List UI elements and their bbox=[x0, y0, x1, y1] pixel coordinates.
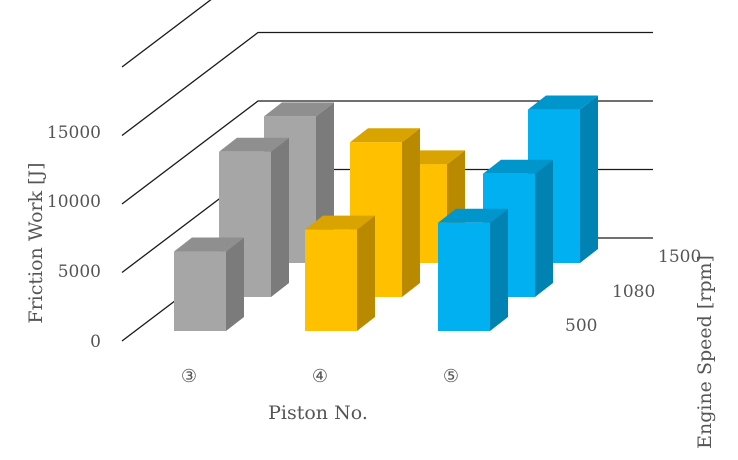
bar-piston-5-500rpm-top bbox=[438, 208, 508, 223]
bar-piston-5-1080rpm-side bbox=[535, 159, 553, 297]
bar-piston-3-500rpm-top bbox=[174, 237, 244, 252]
x-axis-title: Piston No. bbox=[268, 402, 368, 424]
bar-piston-3-1500rpm-top bbox=[264, 102, 334, 117]
bars bbox=[174, 95, 598, 331]
bar-piston-5-1080rpm-top bbox=[483, 159, 553, 174]
x-tick-label-piston-4: ④ bbox=[312, 366, 328, 387]
gridline-20000 bbox=[121, 0, 212, 68]
bar-piston-3-500rpm-front bbox=[174, 251, 226, 331]
bar-piston-3-500rpm bbox=[174, 237, 244, 331]
z-tick-label-1080: 1080 bbox=[612, 282, 655, 302]
z-axis-title: Engine Speed [rpm] bbox=[694, 255, 716, 449]
gridline-15000 bbox=[121, 31, 653, 137]
bar-piston-5-500rpm bbox=[438, 208, 508, 331]
bar-piston-5-1500rpm-top bbox=[528, 95, 598, 110]
bar-piston-4-500rpm bbox=[305, 215, 375, 331]
bar-piston-3-1080rpm-top bbox=[219, 137, 289, 152]
y-tick-label-5000: 5000 bbox=[58, 262, 101, 282]
z-tick-label-1500: 1500 bbox=[658, 247, 701, 267]
bar-piston-3-1080rpm-side bbox=[271, 137, 289, 297]
bar-piston-3-500rpm-side bbox=[226, 237, 244, 331]
y-axis-title: Friction Work [J] bbox=[25, 162, 47, 323]
bar-piston-3-1080rpm bbox=[219, 137, 289, 297]
x-tick-label-piston-3: ③ bbox=[181, 366, 197, 387]
y-tick-label-10000: 10000 bbox=[47, 192, 101, 212]
gridline-10000 bbox=[121, 100, 653, 205]
bar-piston-5-500rpm-front bbox=[438, 222, 490, 331]
bar-piston-4-1080rpm-side bbox=[402, 128, 420, 297]
bar-piston-4-500rpm-front bbox=[305, 229, 357, 331]
x-tick-label-piston-5: ⑤ bbox=[443, 366, 459, 387]
bar-piston-5-1500rpm-side bbox=[580, 95, 598, 263]
bar-piston-4-1080rpm-top bbox=[350, 128, 420, 143]
bar-piston-5-500rpm-side bbox=[490, 208, 508, 331]
z-tick-label-500: 500 bbox=[565, 316, 597, 336]
bar-piston-4-500rpm-side bbox=[357, 215, 375, 331]
bar-piston-4-500rpm-top bbox=[305, 215, 375, 230]
y-tick-label-0: 0 bbox=[90, 332, 101, 352]
y-tick-label-15000: 15000 bbox=[47, 123, 101, 143]
